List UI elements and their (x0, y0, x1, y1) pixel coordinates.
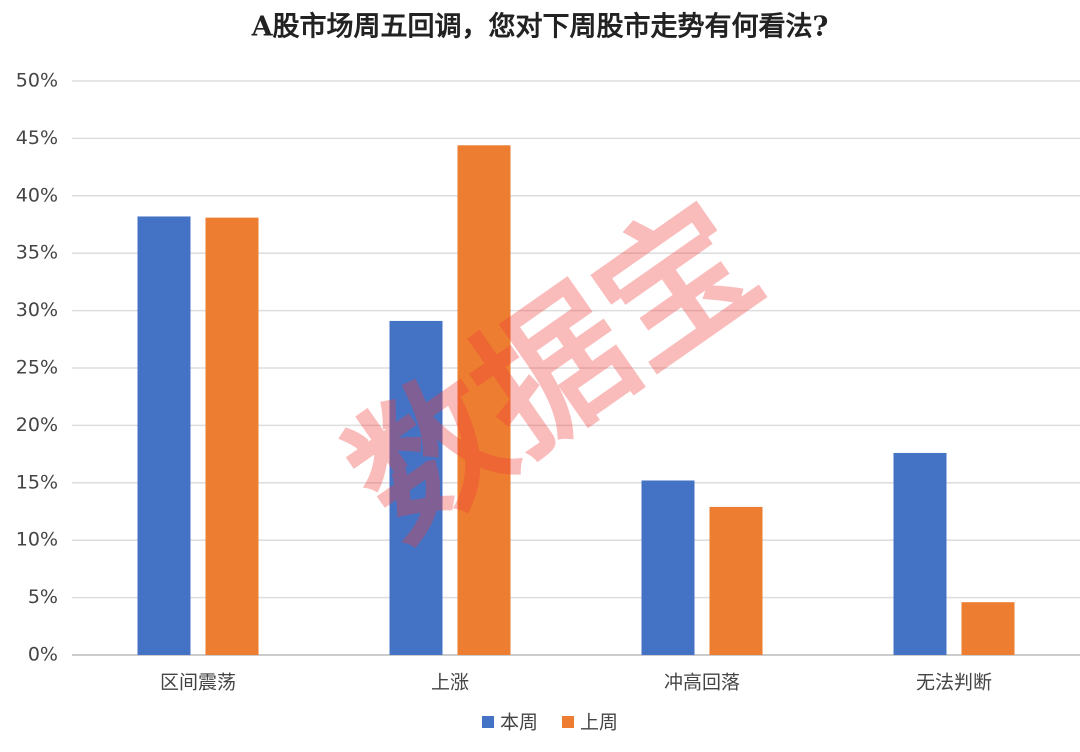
y-tick-label: 10% (16, 529, 58, 551)
bar (205, 217, 259, 655)
legend-label: 本周 (500, 712, 538, 734)
bar (641, 480, 695, 655)
chart-title: A股市场周五回调，您对下周股市走势有何看法? (251, 11, 829, 43)
y-tick-label: 15% (16, 471, 58, 493)
y-tick-label: 20% (16, 414, 58, 436)
bar (137, 216, 191, 656)
y-tick-label: 5% (28, 586, 58, 608)
y-tick-label: 35% (16, 242, 58, 264)
y-tick-label: 50% (16, 70, 58, 92)
bar (709, 506, 763, 655)
y-tick-label: 30% (16, 299, 58, 321)
bar (893, 452, 947, 655)
x-tick-label: 上涨 (431, 672, 469, 694)
x-tick-label: 无法判断 (916, 672, 992, 694)
y-tick-label: 0% (28, 644, 58, 666)
legend-swatch (562, 716, 574, 728)
bar (389, 320, 443, 655)
x-tick-label: 冲高回落 (664, 672, 740, 694)
y-tick-label: 45% (16, 127, 58, 149)
y-tick-label: 40% (16, 184, 58, 206)
x-tick-label: 区间震荡 (160, 672, 236, 694)
y-tick-label: 25% (16, 357, 58, 379)
legend-swatch (482, 716, 494, 728)
bar (457, 145, 511, 655)
bar (961, 602, 1015, 655)
legend-label: 上周 (580, 712, 618, 734)
